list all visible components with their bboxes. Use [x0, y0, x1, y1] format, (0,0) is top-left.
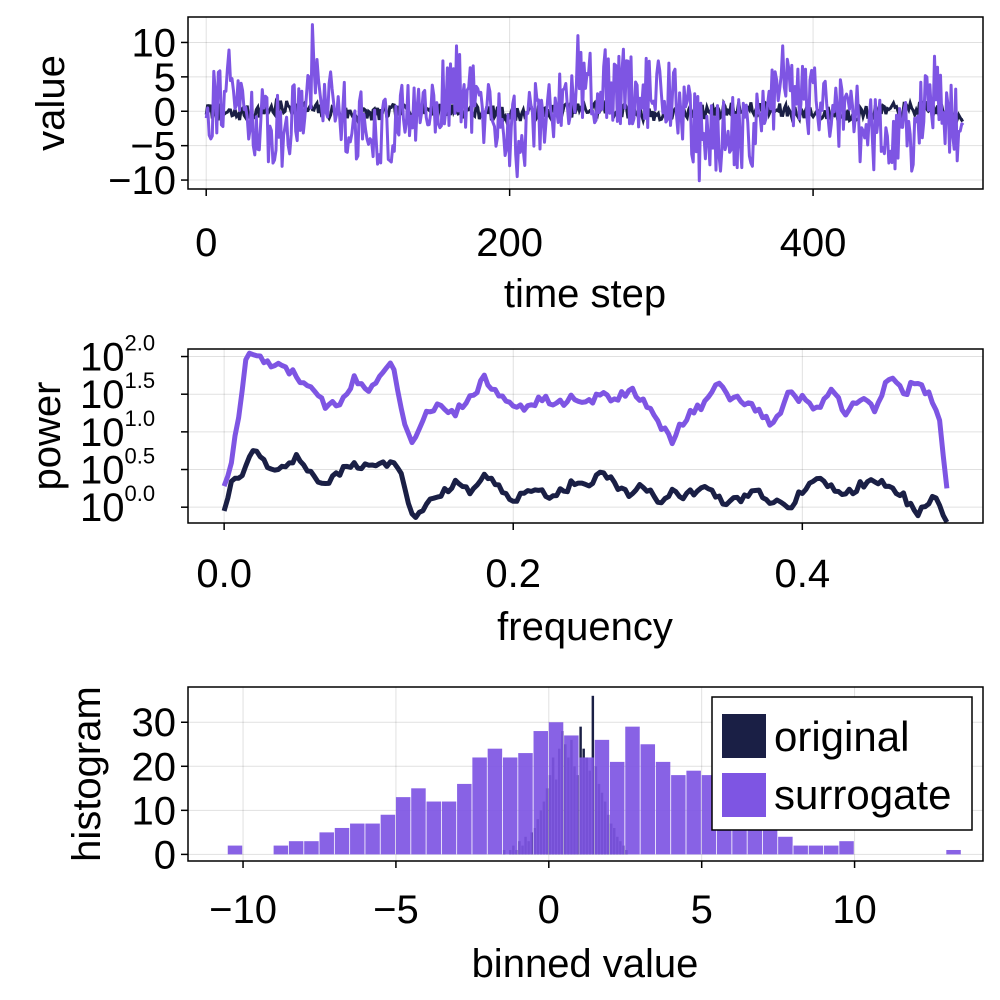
x-tick-label: 10 — [832, 888, 877, 932]
histogram-frame — [187, 686, 984, 862]
x-tick-label: 5 — [691, 888, 713, 932]
bar-surrogate — [334, 827, 350, 855]
y-tick-label: 100.0 — [80, 481, 155, 530]
x-tick-label: 400 — [780, 221, 847, 265]
x-tick-label: 0.0 — [196, 552, 252, 596]
bar-surrogate — [762, 823, 778, 855]
bar-surrogate — [472, 757, 487, 855]
timeseries-series — [204, 23, 965, 183]
bar-surrogate — [671, 775, 686, 855]
y-tick-label: −5 — [130, 125, 176, 169]
spectrum-frame — [187, 348, 984, 524]
bar-surrogate — [640, 744, 656, 855]
histogram-ylabel: histogram — [65, 686, 109, 862]
bar-surrogate — [518, 753, 533, 855]
y-tick-label: 30 — [132, 701, 177, 745]
timeseries-ylabel: value — [29, 55, 73, 151]
spectrum-series — [221, 350, 950, 524]
y-tick-label: 101.0 — [80, 406, 155, 455]
x-tick-label: 0 — [195, 221, 217, 265]
y-tick-label: 10 — [132, 21, 177, 65]
x-tick-label: 0.2 — [485, 552, 541, 596]
bar-surrogate — [686, 770, 701, 855]
legend-label-surrogate: surrogate — [774, 771, 951, 818]
legend-label-original: original — [774, 713, 909, 760]
y-tick-label: 102.0 — [80, 331, 155, 380]
y-tick-label: 5 — [154, 56, 176, 100]
y-tick-label: 20 — [132, 745, 177, 789]
bar-surrogate — [273, 845, 289, 855]
bar-surrogate — [487, 748, 503, 855]
bar-surrogate — [594, 739, 610, 855]
y-tick-label: 101.5 — [80, 368, 155, 417]
bar-surrogate — [609, 761, 625, 855]
bar-surrogate — [304, 841, 319, 855]
bar-surrogate — [824, 845, 839, 855]
bar-surrogate — [793, 845, 808, 855]
x-tick-label: −5 — [373, 888, 419, 932]
histogram-xlabel: binned value — [472, 942, 699, 986]
y-tick-label: 10 — [132, 789, 177, 833]
y-tick-label: 100.5 — [80, 444, 155, 493]
bar-surrogate — [533, 731, 549, 855]
bar-surrogate — [395, 797, 411, 855]
spectrum-ylabel: power — [25, 382, 69, 491]
y-tick-label: −10 — [108, 159, 176, 203]
x-tick-label: 0.4 — [775, 552, 831, 596]
timeseries-frame — [187, 16, 984, 190]
bar-surrogate — [655, 761, 671, 855]
legend-swatch-surrogate — [722, 773, 766, 817]
x-tick-label: 200 — [476, 221, 543, 265]
bar-surrogate — [319, 832, 334, 855]
bar-surrogate — [227, 845, 243, 855]
y-tick-label: 0 — [154, 90, 176, 134]
spectrum-xlabel: frequency — [497, 605, 673, 649]
bar-surrogate — [946, 849, 961, 855]
timeseries-xlabel: time step — [504, 272, 666, 316]
bar-surrogate — [502, 757, 518, 855]
bar-surrogate — [839, 841, 854, 855]
bar-surrogate — [441, 801, 457, 855]
bar-surrogate — [625, 726, 640, 855]
bar-surrogate — [426, 801, 441, 855]
legend: original surrogate — [711, 696, 973, 831]
series-line-original — [221, 448, 950, 524]
bar-surrogate — [548, 722, 564, 855]
series-line-surrogate — [221, 350, 950, 489]
x-tick-label: 0 — [538, 888, 560, 932]
bar-surrogate — [579, 757, 594, 855]
bar-surrogate — [288, 841, 304, 855]
bar-surrogate — [778, 836, 793, 855]
bar-surrogate — [380, 814, 396, 855]
bar-surrogate — [457, 783, 472, 855]
bar-surrogate — [808, 845, 824, 855]
legend-swatch-original — [722, 714, 766, 758]
series-line-surrogate — [204, 23, 965, 183]
bar-surrogate — [365, 823, 380, 855]
x-tick-label: −10 — [209, 888, 277, 932]
bar-surrogate — [411, 788, 426, 855]
y-tick-label: 0 — [154, 833, 176, 877]
histogram-series — [227, 695, 961, 855]
bar-surrogate — [350, 823, 365, 855]
bar-surrogate — [564, 735, 579, 855]
